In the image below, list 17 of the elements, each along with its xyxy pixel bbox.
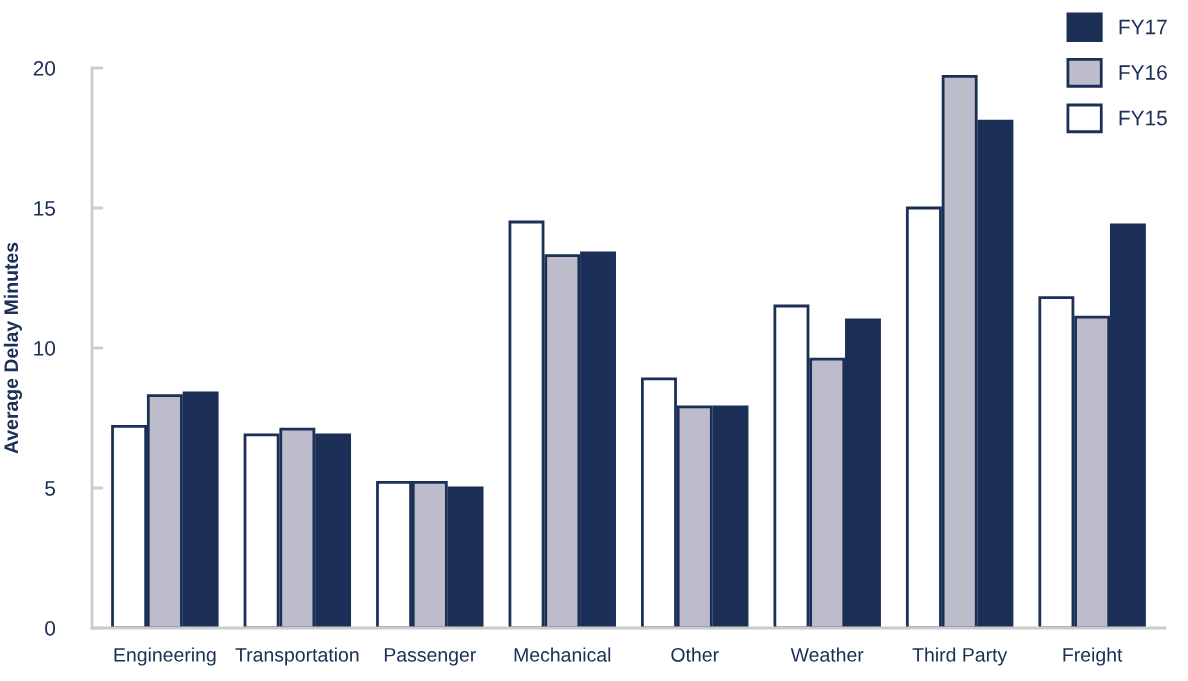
x-tick-label: Passenger bbox=[384, 648, 476, 666]
legend-label: FY16 bbox=[1119, 65, 1167, 80]
legend-label: FY17 bbox=[1119, 19, 1167, 35]
legend-label: FY15 bbox=[1119, 110, 1167, 126]
x-tick-label: Engineering bbox=[114, 647, 216, 666]
x-tick-label: Other bbox=[671, 647, 719, 662]
y-axis-title: Average Delay Minutes bbox=[3, 242, 22, 454]
x-tick-label: Mechanical bbox=[514, 647, 611, 662]
y-tick-label: 5 bbox=[45, 481, 56, 496]
x-tick-label: Third Party bbox=[912, 647, 1008, 666]
y-tick-label: 0 bbox=[45, 621, 56, 636]
y-tick-label: 20 bbox=[33, 61, 56, 76]
y-tick-label: 15 bbox=[34, 201, 56, 216]
x-tick-label: Transportation bbox=[235, 647, 359, 666]
y-tick-label: 10 bbox=[34, 341, 56, 356]
x-tick-label: Freight bbox=[1063, 647, 1123, 666]
x-tick-label: Weather bbox=[790, 647, 864, 662]
